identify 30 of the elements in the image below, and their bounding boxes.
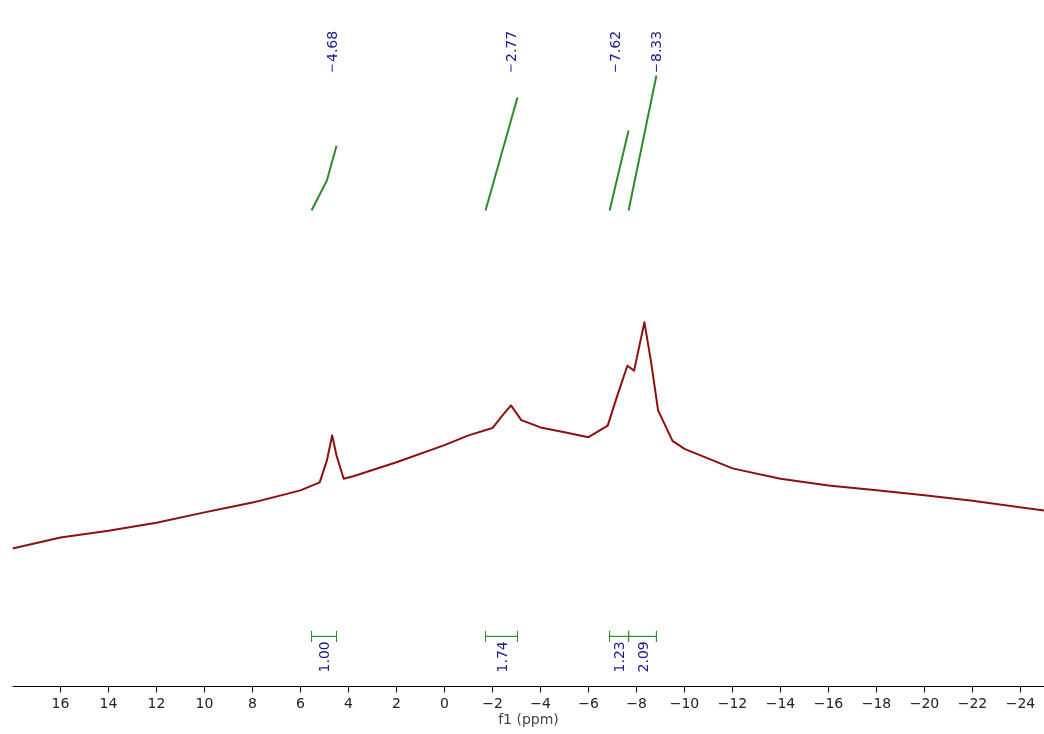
- text: 2.77: [502, 30, 519, 63]
- x-tick-label: 6: [296, 694, 306, 711]
- x-axis-title: f1 (ppm): [498, 710, 559, 727]
- annotation: 1.23: [611, 641, 628, 673]
- x-tick-label: −14: [765, 694, 796, 711]
- x-tick-label: −4: [530, 694, 551, 711]
- x-tick-label: −6: [578, 694, 599, 711]
- x-tick-label: 14: [99, 694, 118, 711]
- x-tick-label: −18: [861, 694, 892, 711]
- x-tick-label: −16: [813, 694, 844, 711]
- x-tick-label: 16: [51, 694, 70, 711]
- text: 4.68: [324, 30, 341, 63]
- x-tick-label: −20: [909, 694, 940, 711]
- text: 7.62: [607, 30, 624, 63]
- annotation: 1.00: [316, 641, 333, 673]
- x-tick-label: 8: [248, 694, 257, 711]
- x-tick-label: 12: [147, 694, 166, 711]
- text: 8.33: [648, 30, 665, 63]
- x-tick-label: −8: [626, 694, 647, 711]
- x-tick-label: 10: [195, 694, 214, 711]
- x-tick-label: 0: [440, 694, 449, 711]
- annotation: 2.09: [634, 641, 651, 673]
- x-tick-label: 2: [392, 694, 401, 711]
- x-tick-label: −12: [717, 694, 748, 711]
- x-tick-label: −24: [1005, 694, 1036, 711]
- x-tick-label: 4: [344, 694, 354, 711]
- x-tick-label: −2: [482, 694, 503, 711]
- x-tick-label: −22: [957, 694, 988, 711]
- x-tick-label: −10: [669, 694, 700, 711]
- annotation: 1.74: [493, 641, 510, 673]
